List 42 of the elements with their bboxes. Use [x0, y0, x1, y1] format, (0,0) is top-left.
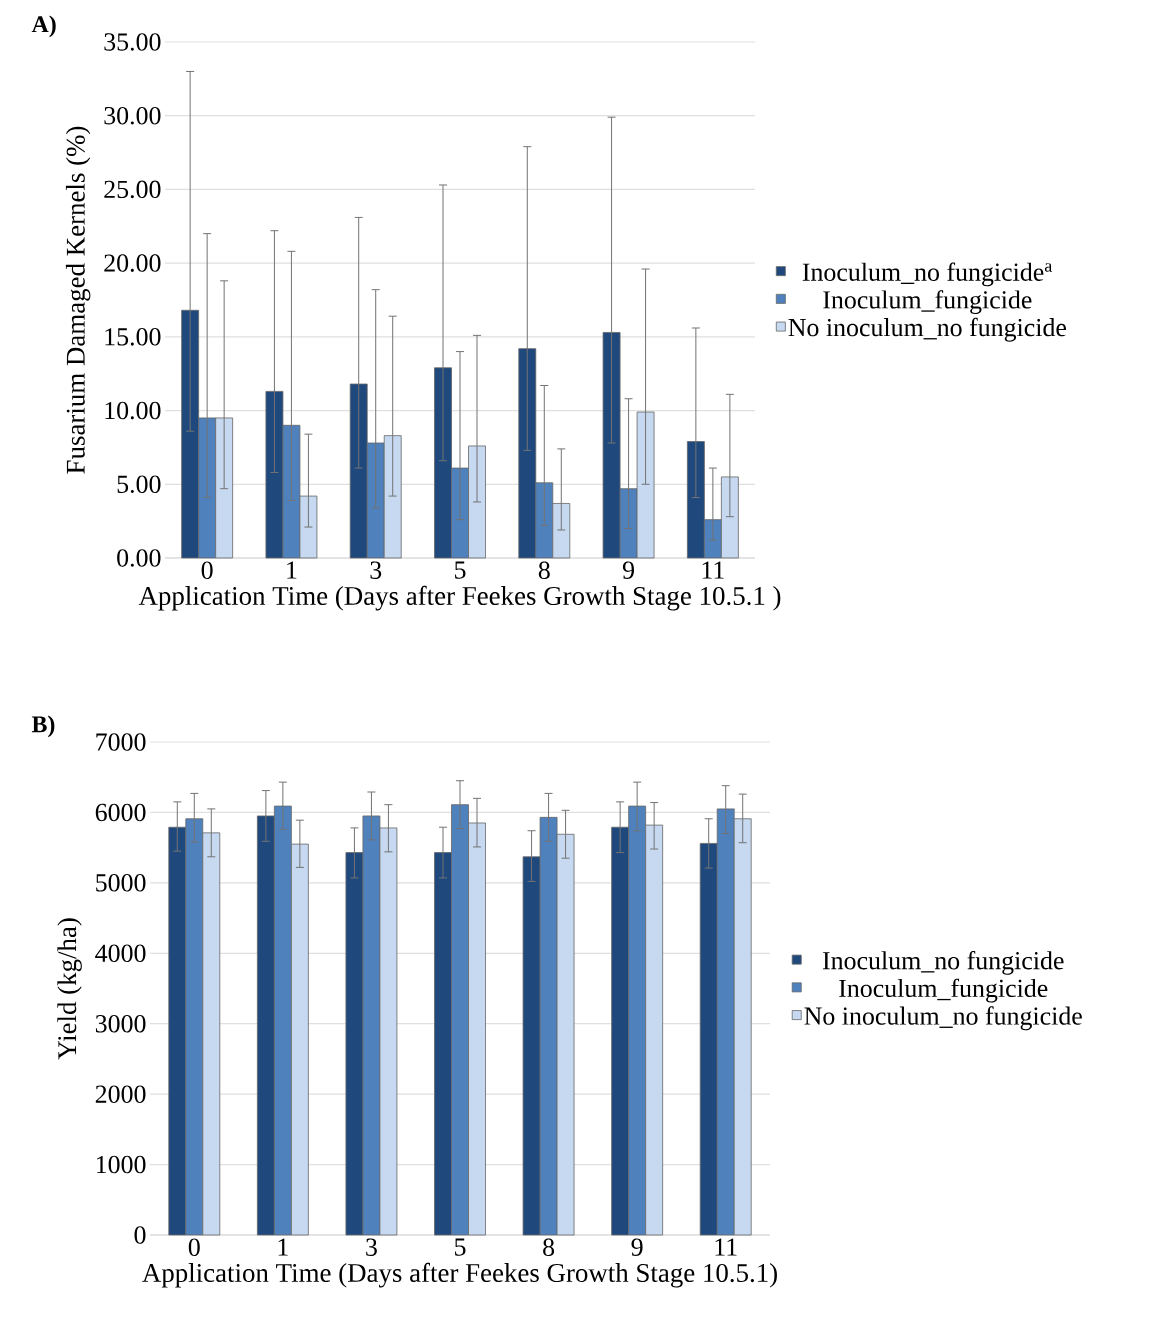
- x-tick-label: 1: [287, 561, 297, 579]
- x-tick-label: 9: [631, 1238, 643, 1256]
- chart-title: B): [31, 715, 55, 738]
- legend-label: Inoculum_fungicide: [823, 290, 1032, 314]
- y-tick-label: 6000: [95, 803, 146, 822]
- legend-label: Inoculum_no fungicide$^{a}$: [802, 262, 1053, 287]
- y-tick-label: 35.00: [104, 33, 161, 51]
- x-tick-label: 5: [455, 561, 466, 579]
- y-tick-label: 1000: [96, 1155, 146, 1174]
- legend-label: Inoculum_fungicide: [839, 978, 1048, 1003]
- y-tick-label: 5000: [96, 874, 146, 892]
- y-tick-label: 0.00: [117, 549, 161, 567]
- x-tick-label: 8: [538, 561, 550, 579]
- x-tick-label: 8: [543, 1238, 555, 1256]
- y-tick-label: 0: [134, 1226, 146, 1244]
- y-tick-label: 7000: [96, 733, 146, 751]
- x-tick-label: 5: [455, 1238, 466, 1256]
- chart-title: A): [31, 15, 56, 38]
- y-tick-label: 10.00: [105, 401, 161, 420]
- y-tick-label: 3000: [95, 1014, 146, 1033]
- y-tick-label: 4000: [95, 944, 146, 963]
- y-tick-label: 30.00: [104, 106, 161, 125]
- x-tick-label: 0: [201, 561, 213, 579]
- y-tick-label: 15.00: [105, 328, 161, 346]
- x-axis-title: Application Time (Days after Feekes Growth Stage 10.5.1 ): [138, 585, 781, 611]
- x-tick-label: 9: [622, 561, 634, 579]
- legend-label: No inoculum_no fungicide: [804, 1006, 1082, 1031]
- legend-label: No inoculum_no fungicide: [788, 317, 1066, 342]
- x-axis-title: Application Time (Days after Feekes Growth Stage 10.5.1): [142, 1262, 777, 1288]
- y-tick-label: 25.00: [104, 180, 161, 199]
- x-tick-label: 3: [370, 561, 382, 579]
- x-tick-label: 11: [715, 1238, 737, 1256]
- x-tick-label: 3: [366, 1238, 377, 1256]
- y-tick-label: 5.00: [117, 475, 161, 494]
- y-tick-label: 20.00: [104, 254, 161, 272]
- legend-label: Inoculum_no fungicide: [822, 950, 1064, 975]
- y-tick-label: 2000: [95, 1085, 146, 1103]
- y-axis-title: Yield (kg/ha): [57, 918, 82, 1060]
- y-axis-title: Fusarium Damaged Kernels (%): [65, 126, 91, 474]
- x-tick-label: 0: [188, 1238, 200, 1256]
- x-tick-label: 11: [702, 561, 724, 579]
- x-tick-label: 1: [278, 1238, 288, 1256]
